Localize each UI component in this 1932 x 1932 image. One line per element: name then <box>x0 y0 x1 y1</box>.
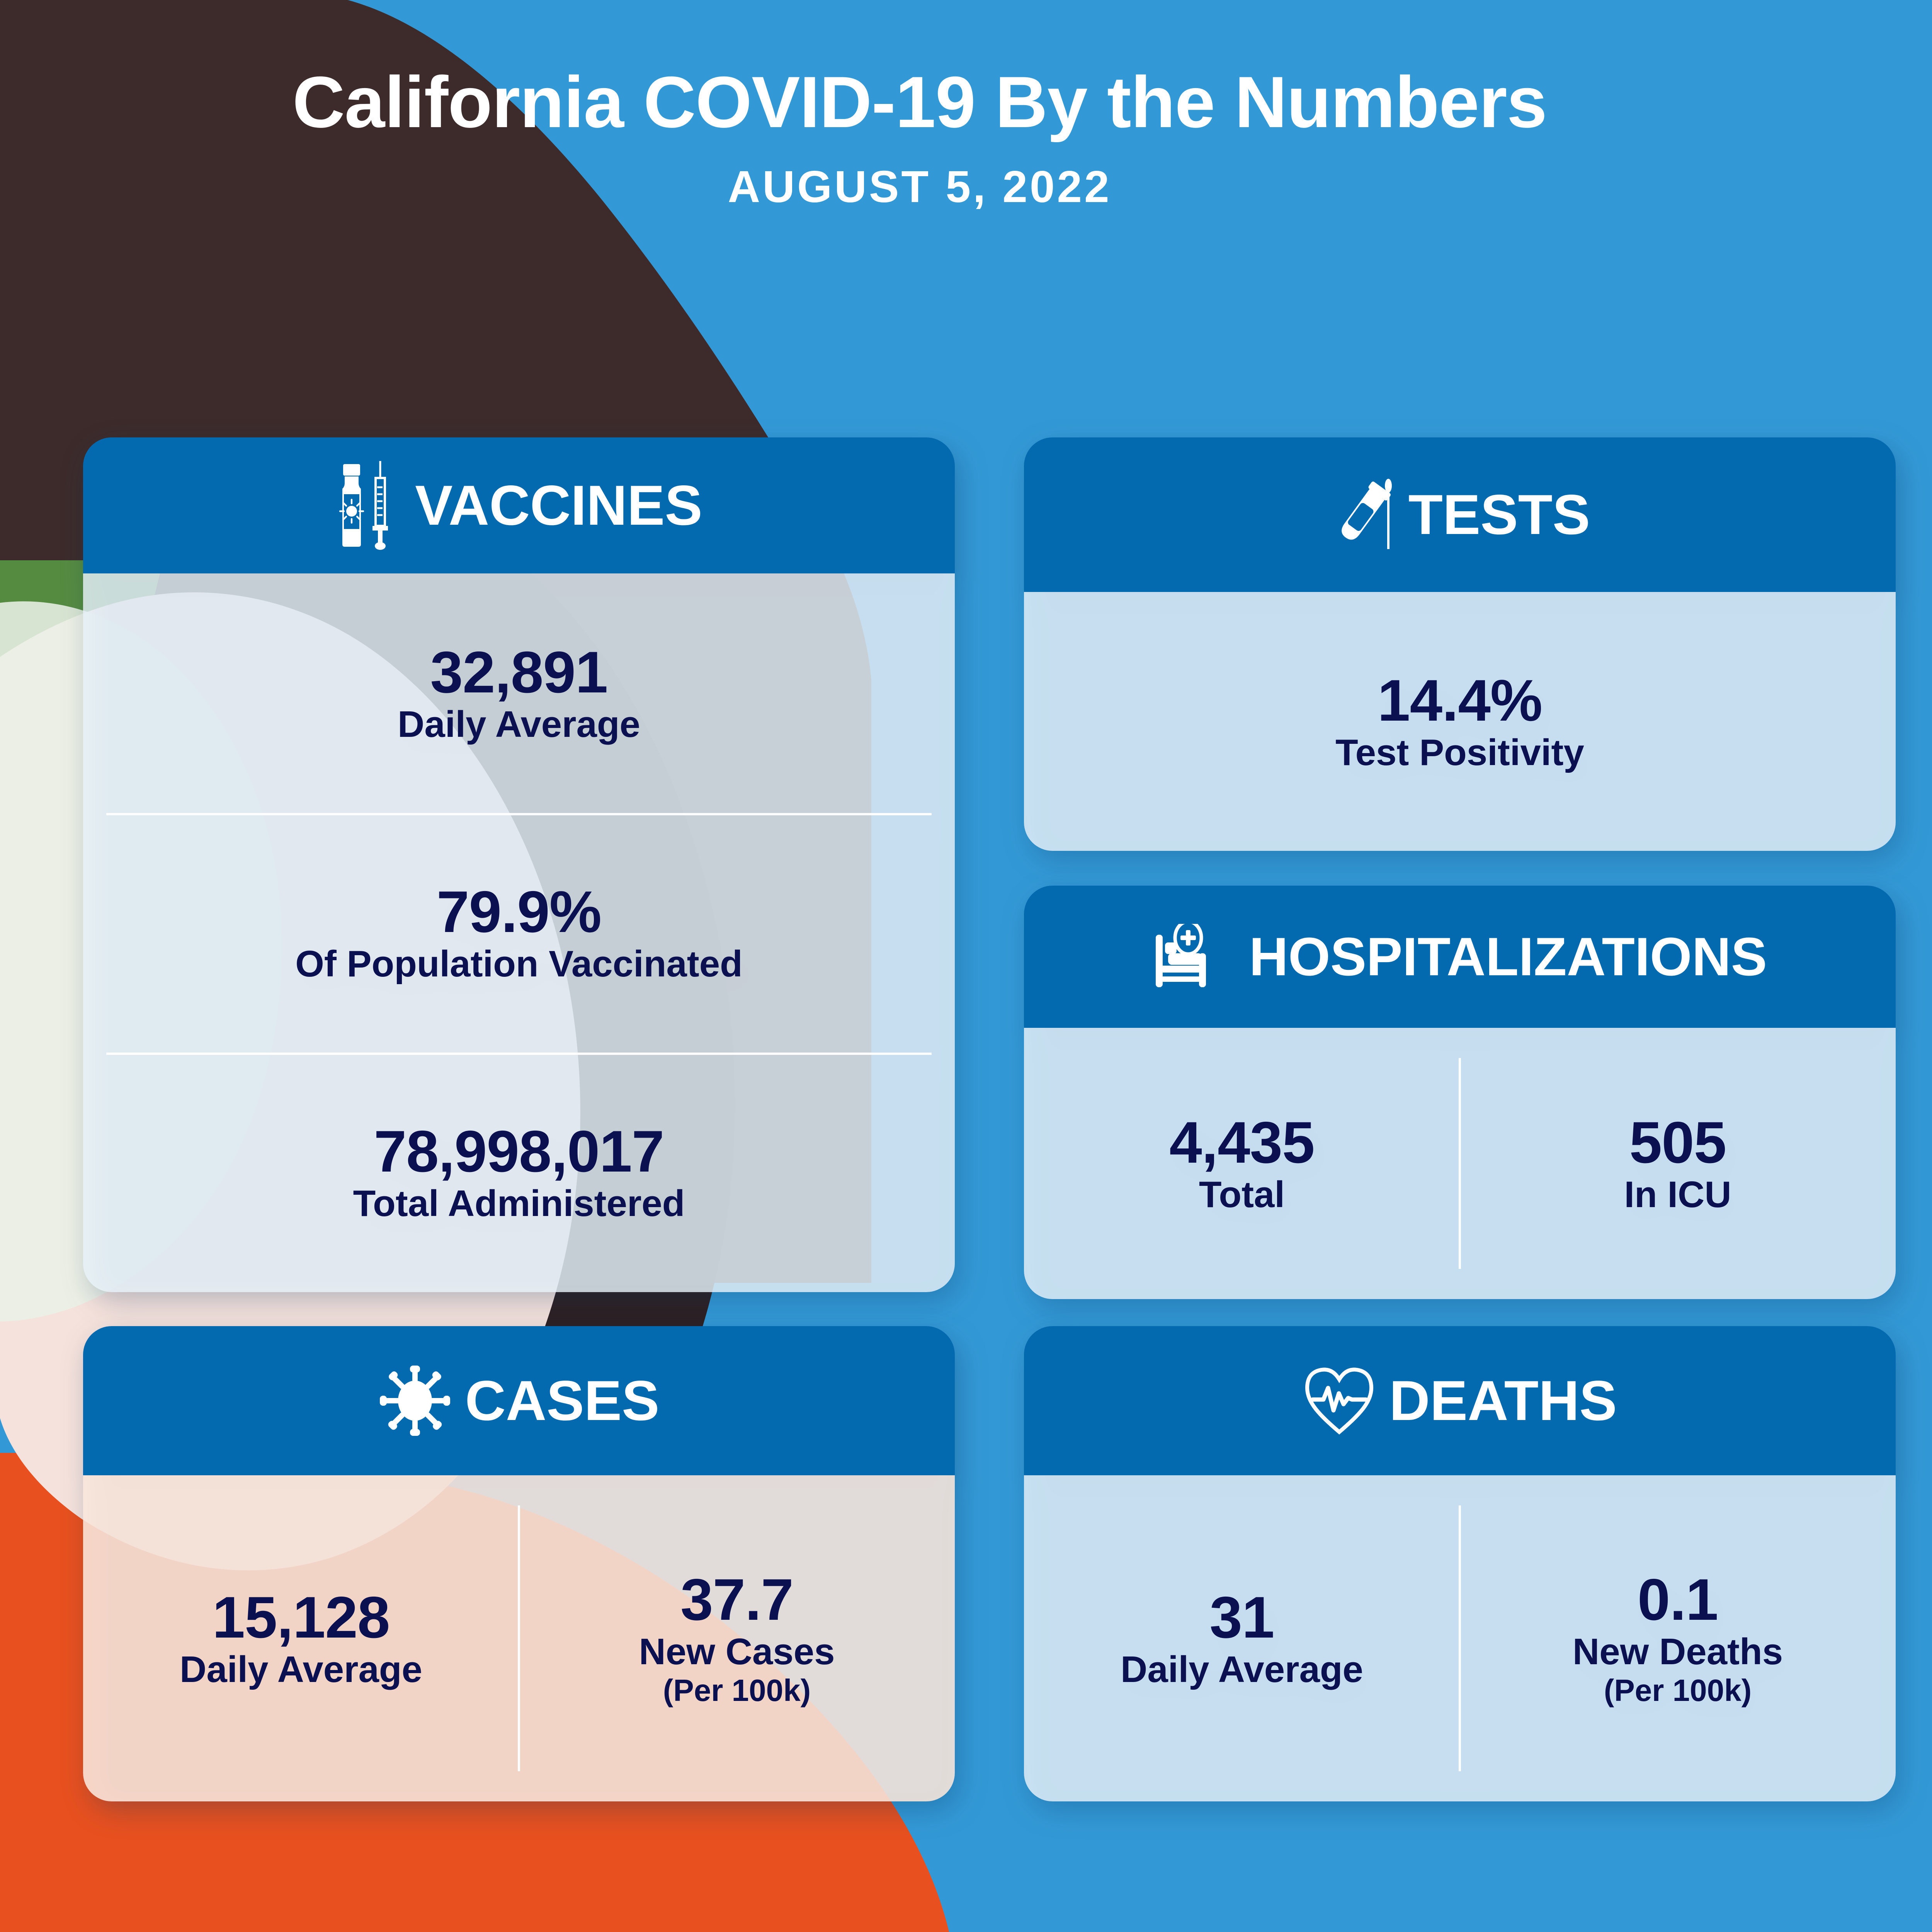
stat-row: 79.9% Of Population Vaccinated <box>83 813 955 1053</box>
card-vaccines-title: VACCINES <box>415 474 702 537</box>
card-tests-body: 14.4% Test Positivity <box>1024 592 1896 851</box>
stat-value: 14.4% <box>1378 667 1543 733</box>
vaccine-vial-syringe-icon <box>339 461 388 550</box>
card-tests-title: TESTS <box>1408 483 1590 546</box>
stat-column: 37.7 New Cases (Per 100k) <box>519 1475 955 1801</box>
card-vaccines-body: 32,891 Daily Average 79.9% Of Population… <box>83 573 955 1292</box>
page-header: California COVID-19 By the Numbers AUGUS… <box>0 66 1839 213</box>
column-divider <box>1459 1505 1461 1771</box>
page-title: California COVID-19 By the Numbers <box>292 61 1547 143</box>
stat-column: 0.1 New Deaths (Per 100k) <box>1460 1475 1896 1801</box>
stat-value: 15,128 <box>212 1584 390 1650</box>
stat-row: 14.4% Test Positivity <box>1024 592 1896 851</box>
test-tube-swab-icon <box>1341 479 1392 549</box>
stat-value: 4,435 <box>1169 1109 1315 1175</box>
card-deaths-body: 31 Daily Average 0.1 New Deaths (Per 100… <box>1024 1475 1896 1801</box>
stat-label: Test Positivity <box>1335 731 1584 773</box>
stat-sublabel: (Per 100k) <box>663 1673 811 1708</box>
stat-value: 32,891 <box>430 639 608 705</box>
card-hospitalizations[interactable]: HOSPITALIZATIONS 4,435 Total 505 In ICU <box>1024 886 1896 1299</box>
heart-pulse-icon <box>1305 1367 1374 1435</box>
stat-value: 31 <box>1209 1584 1274 1650</box>
stat-label: In ICU <box>1624 1173 1731 1215</box>
card-deaths-title: DEATHS <box>1389 1369 1617 1432</box>
stat-label: New Cases <box>639 1631 835 1673</box>
stat-label: Daily Average <box>398 703 640 745</box>
page-date: AUGUST 5, 2022 <box>728 162 1112 212</box>
card-tests[interactable]: TESTS 14.4% Test Positivity <box>1024 437 1896 851</box>
card-cases-header: CASES <box>83 1326 955 1475</box>
card-deaths-header: DEATHS <box>1024 1326 1896 1475</box>
card-hospitalizations-header: HOSPITALIZATIONS <box>1024 886 1896 1028</box>
stat-value: 505 <box>1629 1109 1727 1175</box>
stat-column: 505 In ICU <box>1460 1028 1896 1299</box>
card-deaths[interactable]: DEATHS 31 Daily Average 0.1 New Deaths (… <box>1024 1326 1896 1801</box>
card-hospitalizations-body: 4,435 Total 505 In ICU <box>1024 1028 1896 1299</box>
hospital-bed-icon <box>1155 924 1206 987</box>
stat-label: Total <box>1199 1173 1285 1215</box>
card-vaccines[interactable]: VACCINES 32,891 Daily Average 79.9% Of P… <box>83 437 955 1292</box>
stat-label: Of Population Vaccinated <box>295 943 743 985</box>
stat-value: 78,998,017 <box>374 1118 665 1184</box>
stat-row: 78,998,017 Total Administered <box>83 1053 955 1292</box>
stat-label: Daily Average <box>1121 1648 1363 1690</box>
card-cases-body: 15,128 Daily Average 37.7 New Cases (Per… <box>83 1475 955 1801</box>
stat-label: Total Administered <box>353 1182 685 1224</box>
column-divider <box>518 1505 520 1771</box>
column-divider <box>1459 1058 1461 1269</box>
stat-label: Daily Average <box>180 1648 422 1690</box>
virus-icon <box>380 1366 451 1436</box>
card-cases-title: CASES <box>465 1369 660 1432</box>
card-vaccines-header: VACCINES <box>83 437 955 573</box>
card-cases[interactable]: CASES 15,128 Daily Average 37.7 New Case… <box>83 1326 955 1801</box>
stat-sublabel: (Per 100k) <box>1604 1673 1752 1708</box>
card-tests-header: TESTS <box>1024 437 1896 592</box>
stat-column: 4,435 Total <box>1024 1028 1460 1299</box>
stat-column: 15,128 Daily Average <box>83 1475 519 1801</box>
stat-column: 31 Daily Average <box>1024 1475 1460 1801</box>
stat-row: 32,891 Daily Average <box>83 573 955 813</box>
stat-label: New Deaths <box>1572 1631 1783 1673</box>
stat-value: 79.9% <box>437 879 602 945</box>
stat-value: 37.7 <box>680 1567 794 1633</box>
stat-value: 0.1 <box>1637 1567 1718 1633</box>
card-hospitalizations-title: HOSPITALIZATIONS <box>1249 926 1767 987</box>
